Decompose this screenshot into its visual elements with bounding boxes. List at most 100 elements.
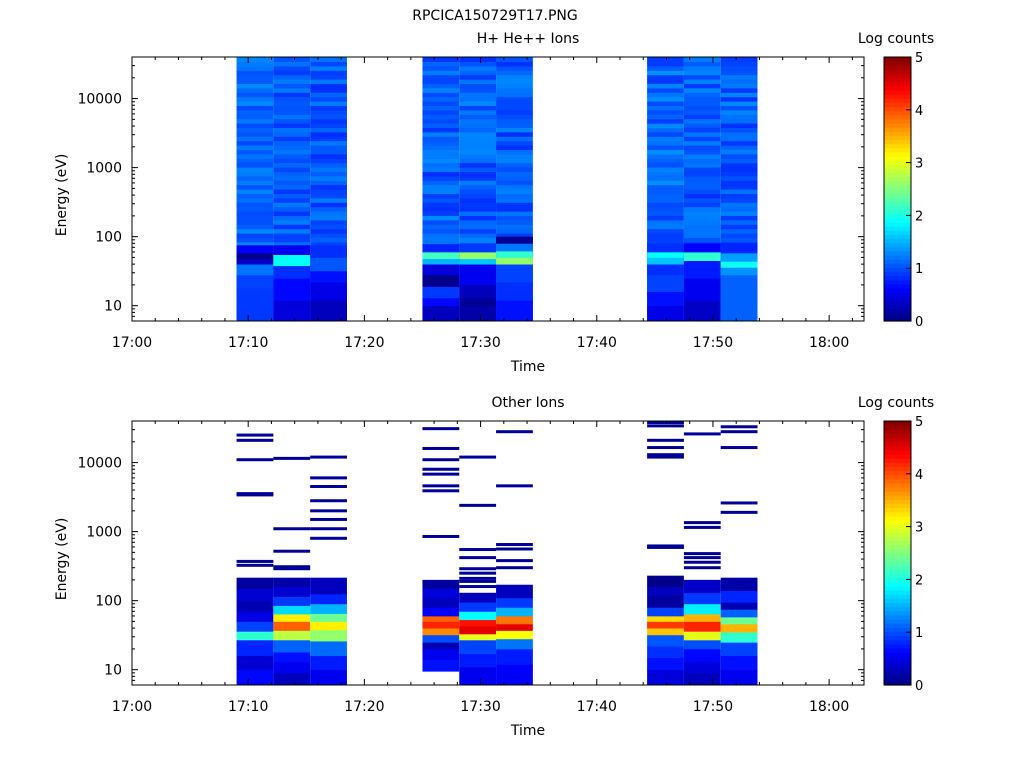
- energy-bin: [647, 586, 684, 596]
- energy-bin: [236, 211, 274, 216]
- colorbar-step: [884, 660, 911, 665]
- energy-bin: [496, 236, 533, 244]
- energy-bin: [236, 219, 274, 225]
- colorbar-step: [884, 114, 911, 120]
- energy-bin: [683, 614, 721, 622]
- energy-bin: [310, 189, 347, 194]
- energy-bin: [683, 603, 721, 615]
- energy-bin: [496, 219, 533, 225]
- energy-bin: [496, 264, 533, 283]
- count-line: [683, 525, 721, 529]
- energy-bin: [683, 70, 721, 76]
- energy-bin: [720, 140, 758, 146]
- energy-bin: [496, 175, 533, 181]
- energy-bin: [236, 70, 274, 76]
- colorbar-step: [884, 470, 911, 476]
- energy-bin: [459, 131, 497, 137]
- energy-bin: [647, 79, 684, 84]
- energy-bin: [459, 175, 497, 181]
- colorbar-step: [884, 131, 911, 136]
- colorbar-step: [884, 445, 911, 451]
- energy-bin: [720, 202, 758, 208]
- energy-bin: [273, 118, 311, 124]
- colorbar-step: [884, 536, 911, 542]
- energy-bin: [720, 149, 758, 155]
- energy-bin: [236, 118, 274, 124]
- energy-bin: [683, 65, 721, 71]
- energy-bin: [647, 237, 684, 243]
- energy-bin: [310, 641, 347, 656]
- energy-bin: [236, 288, 274, 321]
- count-line: [647, 424, 684, 428]
- energy-bin: [310, 193, 347, 199]
- x-tick-label: 17:20: [344, 335, 384, 351]
- energy-bin: [647, 123, 684, 128]
- energy-bin: [459, 123, 497, 128]
- colorbar-label: Log counts: [858, 31, 934, 47]
- time-column: [683, 57, 721, 321]
- energy-bin: [422, 105, 460, 111]
- energy-bin: [496, 140, 533, 146]
- energy-bin: [683, 127, 721, 133]
- count-line: [310, 509, 347, 513]
- energy-bin: [459, 251, 497, 260]
- energy-bin: [422, 87, 460, 93]
- count-line: [236, 433, 274, 437]
- energy-bin: [496, 105, 533, 111]
- energy-bin: [720, 153, 758, 159]
- energy-bin: [647, 251, 684, 258]
- colorbar-step: [884, 259, 911, 264]
- energy-bin: [647, 595, 684, 608]
- energy-bin: [496, 206, 533, 212]
- energy-bin: [422, 145, 460, 150]
- colorbar-step: [884, 532, 911, 538]
- energy-bin: [459, 118, 497, 124]
- energy-bin: [422, 162, 460, 168]
- energy-bin: [459, 189, 497, 194]
- plot-frame: [131, 56, 865, 322]
- energy-bin: [683, 639, 721, 650]
- energy-bin: [459, 109, 497, 115]
- energy-bin: [683, 83, 721, 89]
- energy-bin: [720, 167, 758, 172]
- energy-bin: [422, 206, 460, 212]
- colorbar-step: [884, 594, 911, 599]
- energy-bin: [236, 274, 274, 289]
- energy-bin: [720, 158, 758, 164]
- energy-bin: [236, 105, 274, 111]
- energy-bin: [647, 628, 684, 636]
- energy-bin: [683, 300, 721, 321]
- energy-bin: [647, 145, 684, 150]
- energy-bin: [310, 206, 347, 212]
- energy-bin: [273, 167, 311, 172]
- energy-bin: [459, 211, 497, 216]
- energy-bin: [236, 57, 274, 62]
- energy-bin: [720, 237, 758, 243]
- energy-bin: [496, 664, 533, 685]
- panels-container: 17:00 17:10 17:20 17:30 17:40 17:50 18:0010100…: [54, 31, 934, 739]
- energy-bin: [647, 607, 684, 617]
- energy-bin: [720, 171, 758, 177]
- count-line: [720, 510, 758, 514]
- count-line: [647, 446, 684, 450]
- energy-bin: [720, 623, 758, 633]
- energy-bin: [273, 211, 311, 216]
- energy-bin: [422, 70, 460, 76]
- energy-bin: [310, 603, 347, 614]
- energy-bin: [496, 224, 533, 230]
- energy-bin: [422, 140, 460, 146]
- energy-bin: [683, 180, 721, 186]
- colorbar-tick-label: 3: [915, 521, 923, 536]
- energy-bin: [647, 274, 684, 292]
- energy-bin: [720, 162, 758, 168]
- energy-bin: [720, 180, 758, 186]
- energy-bin: [422, 211, 460, 216]
- energy-bin: [236, 228, 274, 234]
- colorbar-step: [884, 482, 911, 488]
- panel-other-ions: 17:00 17:10 17:20 17:30 17:40 17:50 18:0010100…: [54, 395, 934, 739]
- colorbar-step: [884, 590, 911, 595]
- panel-title: Other Ions: [491, 395, 564, 411]
- energy-bin: [683, 74, 721, 80]
- colorbar-step: [884, 466, 911, 472]
- energy-bin: [720, 267, 758, 276]
